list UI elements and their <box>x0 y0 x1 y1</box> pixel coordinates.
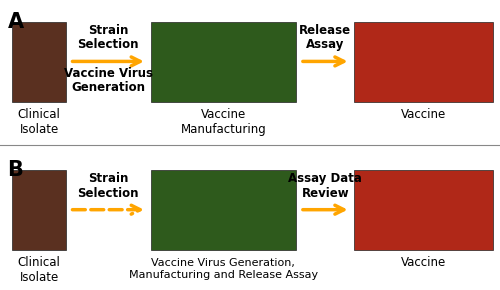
Text: Generation: Generation <box>71 81 145 94</box>
Text: Vaccine Virus Generation,
Manufacturing and Release Assay: Vaccine Virus Generation, Manufacturing … <box>129 258 318 280</box>
Text: A: A <box>8 12 24 32</box>
Text: Assay Data: Assay Data <box>288 172 362 185</box>
Text: B: B <box>8 160 24 180</box>
Text: Strain: Strain <box>88 24 128 37</box>
Text: Clinical
Isolate: Clinical Isolate <box>18 256 60 284</box>
Text: Clinical
Isolate: Clinical Isolate <box>18 108 60 135</box>
Text: Review: Review <box>302 187 349 200</box>
Text: Release: Release <box>299 24 352 37</box>
Text: Vaccine Virus: Vaccine Virus <box>64 67 152 80</box>
Bar <box>150 22 296 102</box>
Text: Strain: Strain <box>88 172 128 185</box>
Bar <box>354 170 492 250</box>
Text: Vaccine: Vaccine <box>401 108 446 121</box>
Text: Vaccine: Vaccine <box>401 256 446 269</box>
Text: Vaccine
Manufacturing: Vaccine Manufacturing <box>180 108 266 135</box>
Text: Assay: Assay <box>306 38 344 51</box>
Text: Selection: Selection <box>78 38 139 51</box>
Bar <box>12 22 66 102</box>
Bar <box>354 22 492 102</box>
Bar <box>12 170 66 250</box>
Text: Selection: Selection <box>78 187 139 200</box>
Bar <box>150 170 296 250</box>
